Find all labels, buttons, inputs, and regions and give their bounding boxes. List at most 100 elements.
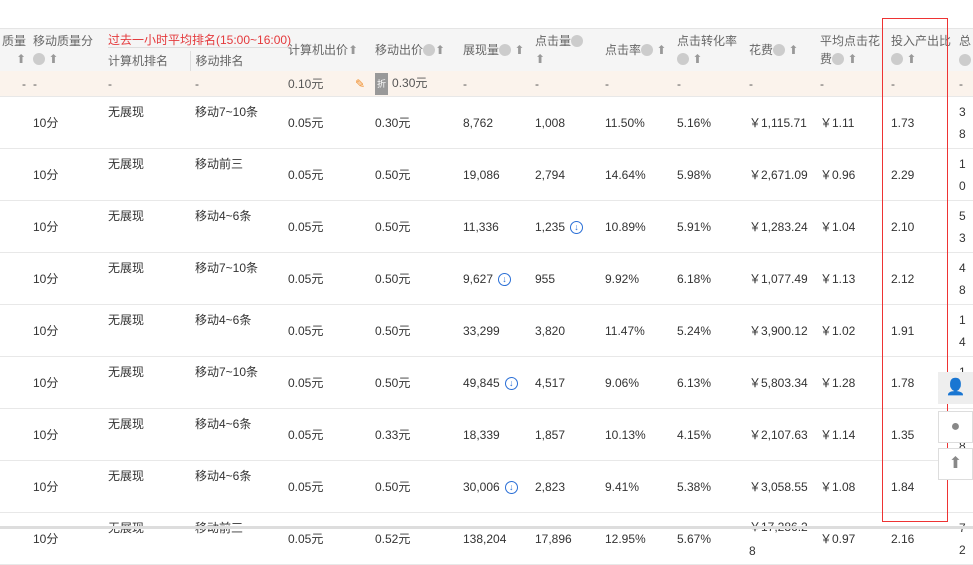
cell-cvr: 5.67% bbox=[672, 512, 744, 565]
sort-icon[interactable]: ⬆ bbox=[535, 52, 546, 67]
cell-ctr: 10.13% bbox=[600, 408, 672, 461]
cell-mq: 10分 bbox=[28, 96, 103, 149]
cell-cvr: 5.16% bbox=[672, 96, 744, 149]
chat-icon[interactable]: ● bbox=[938, 411, 973, 443]
cell-mq: 10分 bbox=[28, 512, 103, 565]
help-icon[interactable] bbox=[499, 44, 512, 57]
trend-down-icon[interactable]: ↓ bbox=[498, 272, 512, 286]
cell-clk: 1,857 bbox=[530, 408, 600, 461]
trend-down-icon[interactable]: ↓ bbox=[504, 376, 518, 390]
cell-clk: 2,794 bbox=[530, 148, 600, 201]
trend-down-icon[interactable]: ↓ bbox=[570, 220, 584, 234]
sort-icon[interactable]: ⬆ bbox=[906, 52, 917, 67]
sort-icon[interactable]: ⬆ bbox=[692, 52, 703, 67]
col-cpc[interactable]: 平均点击花费 ⬆ bbox=[815, 28, 886, 71]
cell-pb: 0.05元 bbox=[283, 252, 370, 305]
cell-cost: ￥3,058.55 bbox=[744, 460, 815, 513]
col-pc-bid[interactable]: 计算机出价⬆ bbox=[283, 28, 370, 71]
sort-icon[interactable]: ⬆ bbox=[15, 52, 26, 67]
cell-clk: 2,823 bbox=[530, 460, 600, 513]
table-row: 10分 无展现 移动7~10条 0.05元 0.50元 9,627 ↓ 955 9.92% 6.1… bbox=[0, 252, 973, 305]
cell-cvr: 6.18% bbox=[672, 252, 744, 305]
table-row: 10分 无展现 移动7~10条 0.05元 0.30元 8,762 1,008 11.50% 5… bbox=[0, 96, 973, 149]
horizontal-scrollbar[interactable] bbox=[0, 526, 973, 529]
cell-cost: ￥5,803.34 bbox=[744, 356, 815, 409]
cell-blank bbox=[0, 356, 28, 409]
cell-mr: 移动4~6条 bbox=[190, 200, 283, 253]
cell-ctr: 9.92% bbox=[600, 252, 672, 305]
cell-cost: ￥2,107.63 bbox=[744, 408, 815, 461]
help-icon[interactable] bbox=[891, 53, 903, 66]
discount-badge: 折 bbox=[375, 73, 389, 95]
cell-cvr: 6.13% bbox=[672, 356, 744, 409]
table-row: 10分 无展现 移动4~6条 0.05元 0.50元 30,006 ↓ 2,823 9.41% 5… bbox=[0, 460, 973, 513]
col-total[interactable]: 总 bbox=[958, 28, 973, 71]
col-mobile-bid[interactable]: 移动出价 ⬆ bbox=[370, 28, 458, 71]
past-hour-rank-title: 过去一小时平均排名(15:00~16:00) bbox=[108, 33, 292, 48]
col-mobile-quality[interactable]: 移动质量分 ⬆ bbox=[28, 28, 103, 71]
cell-mb: 0.50元 bbox=[370, 356, 458, 409]
cell-imp: 8,762 bbox=[458, 96, 530, 149]
col-cvr[interactable]: 点击转化率 ⬆ bbox=[672, 28, 744, 71]
sort-icon[interactable]: ⬆ bbox=[435, 43, 446, 58]
help-icon[interactable] bbox=[832, 53, 845, 66]
cell-cost: ￥2,671.09 bbox=[744, 148, 815, 201]
cell-mb: 0.50元 bbox=[370, 304, 458, 357]
cell-mr: 移动7~10条 bbox=[190, 96, 283, 149]
cell-roi: 1.91 bbox=[886, 304, 958, 357]
edit-pencil-icon[interactable]: ✎ bbox=[354, 76, 365, 91]
cell-cpc: ￥1.02 bbox=[815, 304, 886, 357]
user-service-icon[interactable]: 👤 bbox=[938, 372, 973, 404]
sort-icon[interactable]: ⬆ bbox=[48, 52, 59, 67]
cell-imp: 9,627 ↓ bbox=[458, 252, 530, 305]
sort-icon[interactable]: ⬆ bbox=[847, 52, 858, 67]
cell-cvr: 4.15% bbox=[672, 408, 744, 461]
cell-cost: ￥1,115.71 bbox=[744, 96, 815, 149]
cell-roi: 1.73 bbox=[886, 96, 958, 149]
col-quality[interactable]: 质量 ⬆ bbox=[0, 28, 28, 71]
help-icon[interactable] bbox=[959, 53, 971, 66]
back-to-top-icon[interactable]: ⬆ bbox=[938, 448, 973, 480]
cell-tot: 10 bbox=[958, 148, 973, 201]
col-clicks[interactable]: 点击量 ⬆ bbox=[530, 28, 600, 71]
help-icon[interactable] bbox=[677, 53, 689, 66]
trend-down-icon[interactable]: ↓ bbox=[504, 480, 518, 494]
table-row: 10分 无展现 移动前三 0.05元 0.50元 19,086 2,794 14.64% 5.9… bbox=[0, 148, 973, 201]
cell-mr: 移动前三 bbox=[190, 512, 283, 565]
help-icon[interactable] bbox=[641, 44, 654, 57]
help-icon[interactable] bbox=[423, 44, 436, 57]
cell-blank bbox=[0, 148, 28, 201]
cell-clk: 1,008 bbox=[530, 96, 600, 149]
cell-tot: 14 bbox=[958, 304, 973, 357]
cell-ctr: 9.06% bbox=[600, 356, 672, 409]
cell-cost: ￥1,077.49 bbox=[744, 252, 815, 305]
cell-pb: 0.05元 bbox=[283, 96, 370, 149]
cell-blank bbox=[0, 408, 28, 461]
sort-icon[interactable]: ⬆ bbox=[348, 43, 359, 58]
cell-cost: ￥17,286.28 bbox=[744, 512, 815, 565]
cell-ctr: 12.95% bbox=[600, 512, 672, 565]
cell-cvr: 5.24% bbox=[672, 304, 744, 357]
col-cost[interactable]: 花费 ⬆ bbox=[744, 28, 815, 71]
sort-icon[interactable]: ⬆ bbox=[656, 43, 667, 58]
cell-blank bbox=[0, 96, 28, 149]
cell-imp: 11,336 bbox=[458, 200, 530, 253]
col-roi[interactable]: 投入产出比 ⬆ bbox=[886, 28, 958, 71]
col-ctr[interactable]: 点击率 ⬆ bbox=[600, 28, 672, 71]
cell-mr: 移动前三 bbox=[190, 148, 283, 201]
col-impressions[interactable]: 展现量 ⬆ bbox=[458, 28, 530, 71]
cell-cpc: ￥1.11 bbox=[815, 96, 886, 149]
cell-mr: 移动7~10条 bbox=[190, 252, 283, 305]
help-icon[interactable] bbox=[571, 35, 584, 48]
cell-cpc: ￥0.97 bbox=[815, 512, 886, 565]
cell-roi: 2.10 bbox=[886, 200, 958, 253]
cell-ctr: 14.64% bbox=[600, 148, 672, 201]
cell-blank bbox=[0, 460, 28, 513]
help-icon[interactable] bbox=[33, 53, 45, 66]
help-icon[interactable] bbox=[773, 44, 786, 57]
cell-roi: 2.16 bbox=[886, 512, 958, 565]
cell-tot: 53 bbox=[958, 200, 973, 253]
cell-ctr: 11.50% bbox=[600, 96, 672, 149]
sort-icon[interactable]: ⬆ bbox=[514, 43, 525, 58]
sort-icon[interactable]: ⬆ bbox=[788, 43, 799, 58]
